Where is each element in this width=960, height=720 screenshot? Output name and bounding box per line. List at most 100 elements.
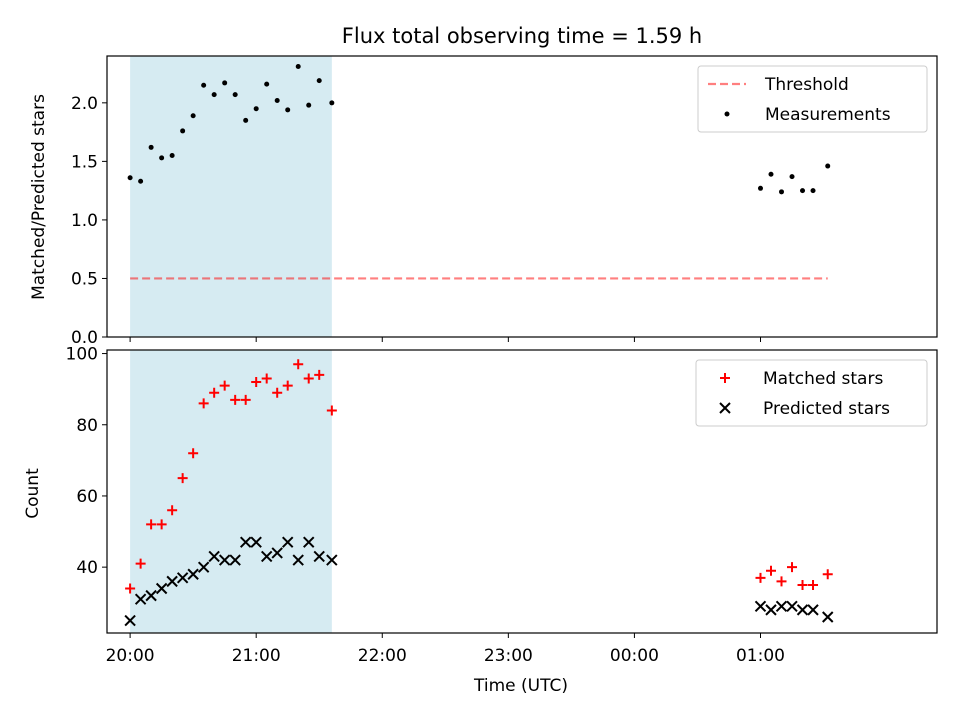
- top-panel: 0.0 0.5 1.0 1.5 2.0 Matched/Predicted stars Th…: [29, 55, 938, 348]
- measurement-point: [789, 174, 795, 180]
- predicted-stars-point: [754, 600, 767, 613]
- predicted-stars-point: [166, 575, 178, 588]
- predicted-stars-point: [187, 568, 199, 580]
- measurement-point: [295, 64, 301, 70]
- predicted-stars-point: [775, 600, 788, 613]
- measurement-point: [810, 188, 816, 194]
- legend-measurement-swatch: [724, 111, 730, 117]
- matched-stars-point: [272, 387, 283, 398]
- shaded-interval: [130, 56, 332, 337]
- predicted-stars-point: [134, 593, 147, 605]
- predicted-stars-point: [197, 561, 210, 573]
- matched-stars-point: [240, 394, 251, 405]
- measurement-point: [232, 92, 238, 98]
- legend-label-matched: Matched stars: [763, 369, 883, 389]
- predicted-stars-point: [260, 550, 273, 563]
- matched-stars-point: [755, 572, 766, 583]
- axes-frame: [106, 55, 938, 338]
- measurement-point: [768, 171, 774, 177]
- predicted-stars-point: [218, 554, 231, 566]
- matched-stars-point: [293, 359, 304, 370]
- x-axis-label: Time (UTC): [473, 676, 568, 696]
- matched-stars-point: [261, 373, 272, 384]
- matched-stars-point: [167, 505, 178, 516]
- measurement-point: [190, 113, 196, 119]
- measurement-point: [138, 178, 144, 184]
- measurement-point: [211, 92, 217, 98]
- measurement-point: [825, 163, 831, 169]
- measurement-point: [222, 80, 228, 86]
- x-tick-label: 23:00: [484, 646, 533, 666]
- predicted-stars-point: [282, 536, 294, 548]
- predicted-stars-point: [239, 536, 252, 548]
- predicted-stars-point: [807, 604, 819, 616]
- predicted-stars-point: [145, 589, 157, 602]
- predicted-stars-point: [155, 582, 168, 595]
- y-tick-label: 1.5: [71, 152, 98, 172]
- measurement-point: [264, 81, 270, 87]
- matched-stars-point: [219, 380, 230, 391]
- matched-stars-point: [177, 473, 188, 484]
- matched-stars-point: [326, 405, 337, 416]
- matched-stars-point: [188, 448, 199, 459]
- predicted-stars-point: [822, 611, 834, 623]
- measurement-point: [800, 188, 806, 194]
- measurement-point: [274, 97, 280, 103]
- matched-stars-point: [303, 373, 314, 384]
- axes-frame: [106, 349, 938, 634]
- predicted-stars-point: [786, 600, 798, 613]
- measurement-point: [779, 189, 785, 195]
- matched-stars-point: [797, 579, 808, 590]
- matched-stars-point: [156, 519, 167, 530]
- matched-stars-point: [766, 565, 776, 576]
- matched-stars-point: [209, 387, 220, 398]
- bottom-panel: 40 60 80 100 20:00 21:00 22:00 23:00 00:00 01:00 C…: [23, 345, 938, 696]
- predicted-stars-point: [303, 536, 315, 548]
- matched-stars-point: [776, 576, 787, 587]
- legend-frame: [697, 65, 928, 133]
- measurement-point: [329, 100, 335, 106]
- legend-label-threshold: Threshold: [764, 75, 849, 95]
- x-tick-label: 20:00: [106, 646, 155, 666]
- predicted-stars-point: [229, 554, 241, 566]
- x-tick-label: 22:00: [358, 646, 407, 666]
- predicted-stars-point: [313, 550, 325, 563]
- legend-label-predicted: Predicted stars: [763, 399, 890, 419]
- predicted-stars-point: [250, 536, 262, 548]
- y-tick-label: 1.0: [71, 211, 98, 231]
- y-axis-label: Count: [23, 468, 43, 519]
- y-tick-label: 0.5: [71, 269, 98, 289]
- measurement-point: [148, 144, 154, 150]
- y-tick-label: 100: [66, 345, 98, 365]
- predicted-stars-point: [292, 554, 304, 566]
- chart-title: Flux total observing time = 1.59 h: [342, 24, 702, 48]
- predicted-stars-point: [271, 547, 283, 559]
- matched-stars-point: [230, 394, 241, 405]
- matched-stars-point: [135, 558, 146, 569]
- y-tick-label: 2.0: [71, 94, 98, 114]
- measurement-point: [285, 107, 291, 113]
- measurement-point: [180, 128, 186, 134]
- matched-stars-point: [125, 583, 136, 594]
- predicted-stars-point: [176, 572, 189, 584]
- y-tick-label: 80: [76, 416, 98, 436]
- predicted-stars-point: [796, 604, 809, 616]
- matched-stars-point: [146, 519, 157, 530]
- x-tick-label: 21:00: [232, 646, 281, 666]
- matched-stars-point: [787, 562, 798, 573]
- predicted-stars-point: [326, 554, 338, 566]
- x-tick-label: 01:00: [736, 646, 785, 666]
- y-tick-label: 60: [76, 487, 98, 507]
- matched-stars-point: [282, 380, 293, 391]
- measurement-point: [306, 102, 312, 108]
- measurement-point: [757, 185, 763, 191]
- predicted-stars-point: [765, 604, 777, 616]
- measurement-point: [201, 82, 207, 88]
- matched-stars-point: [198, 398, 209, 409]
- matched-stars-point: [314, 369, 325, 380]
- predicted-stars-point: [124, 614, 136, 627]
- measurement-point: [253, 106, 259, 112]
- measurement-point: [127, 175, 133, 181]
- legend: Matched stars Predicted stars: [695, 359, 928, 427]
